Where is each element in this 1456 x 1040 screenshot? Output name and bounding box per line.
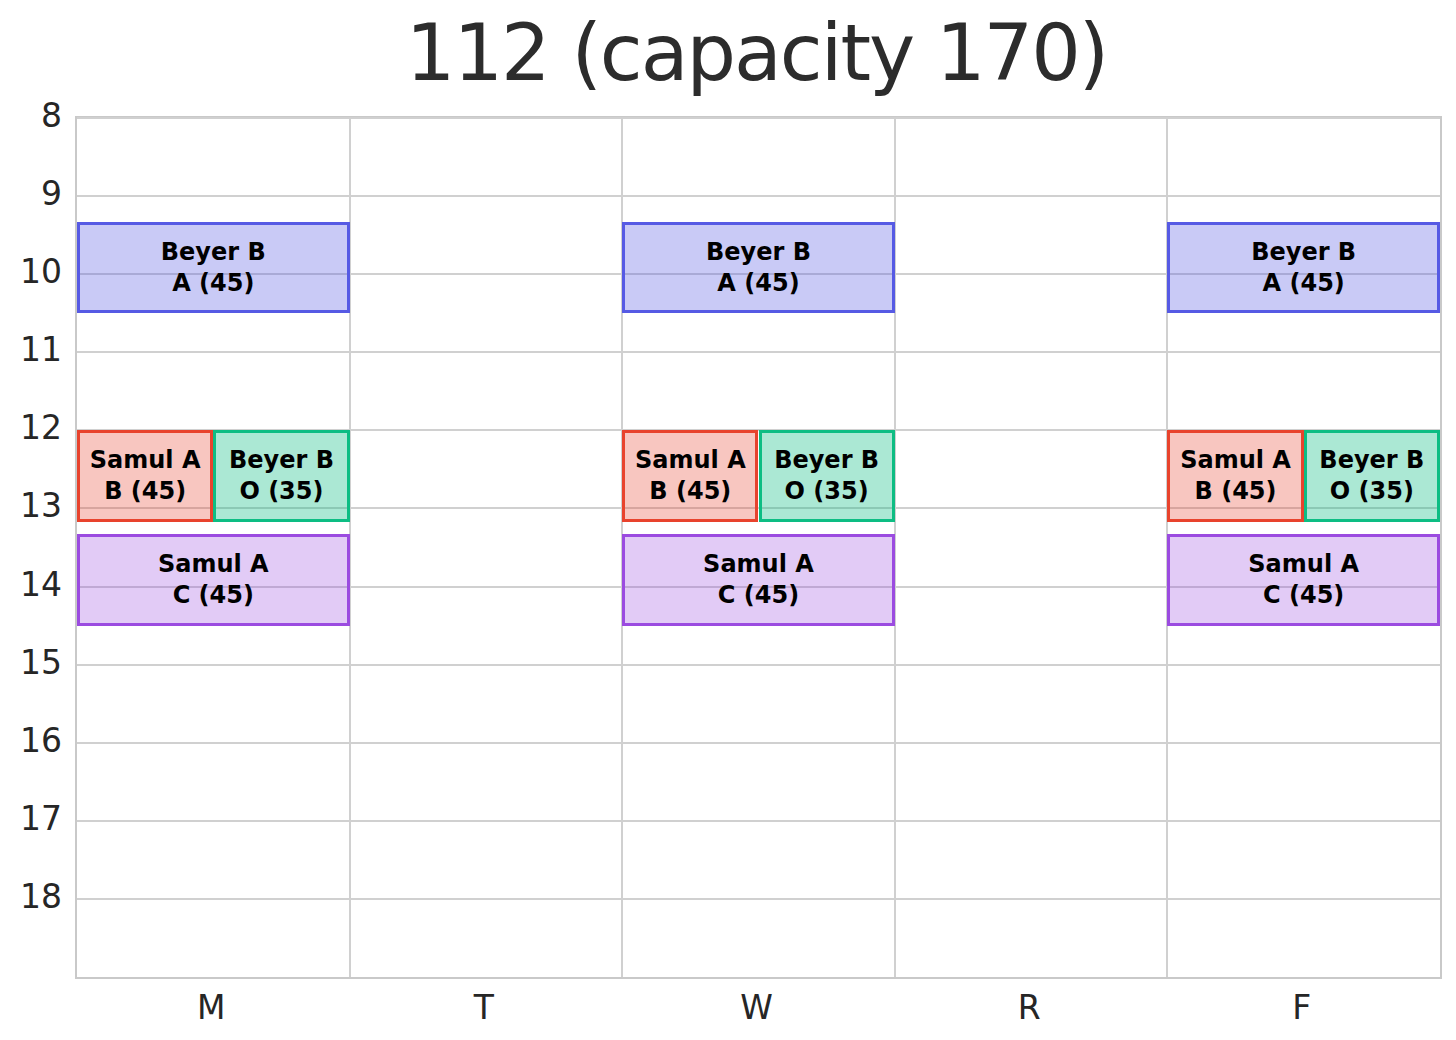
h-gridline-17	[77, 820, 1440, 822]
event-samul-a-b-M: Samul AB (45)	[77, 430, 213, 521]
event-label-line2: O (35)	[1330, 476, 1414, 507]
event-label-line2: C (45)	[1263, 580, 1344, 611]
x-tick-F: F	[1202, 991, 1402, 1024]
y-tick-13: 13	[0, 489, 62, 522]
event-label-line2: C (45)	[173, 580, 254, 611]
y-tick-12: 12	[0, 411, 62, 444]
plot-area: Beyer BA (45)Beyer BA (45)Beyer BA (45)S…	[75, 116, 1442, 979]
event-beyer-b-a-W: Beyer BA (45)	[622, 222, 895, 313]
chart-title: 112 (capacity 170)	[75, 0, 1438, 106]
y-tick-9: 9	[0, 177, 62, 210]
event-label-line1: Beyer B	[1251, 237, 1356, 268]
event-beyer-b-a-M: Beyer BA (45)	[77, 222, 350, 313]
event-beyer-b-o-M: Beyer BO (35)	[213, 430, 349, 521]
event-label-line1: Samul A	[1180, 445, 1291, 476]
event-label-line1: Samul A	[1248, 549, 1359, 580]
event-label-line2: A (45)	[172, 268, 254, 299]
y-tick-10: 10	[0, 255, 62, 288]
schedule-chart: 112 (capacity 170) Beyer BA (45)Beyer BA…	[0, 0, 1456, 1040]
event-label-line1: Beyer B	[706, 237, 811, 268]
h-gridline-8	[77, 117, 1440, 119]
event-label-line1: Beyer B	[229, 445, 334, 476]
event-samul-a-c-W: Samul AC (45)	[622, 534, 895, 625]
event-label-line1: Beyer B	[1319, 445, 1424, 476]
y-tick-17: 17	[0, 802, 62, 835]
h-gridline-16	[77, 742, 1440, 744]
event-samul-a-b-W: Samul AB (45)	[622, 430, 758, 521]
event-label-line1: Beyer B	[774, 445, 879, 476]
h-gridline-9	[77, 195, 1440, 197]
x-tick-W: W	[657, 991, 857, 1024]
x-tick-R: R	[929, 991, 1129, 1024]
x-tick-M: M	[111, 991, 311, 1024]
event-beyer-b-o-F: Beyer BO (35)	[1304, 430, 1440, 521]
y-tick-14: 14	[0, 568, 62, 601]
y-tick-16: 16	[0, 724, 62, 757]
event-samul-a-c-M: Samul AC (45)	[77, 534, 350, 625]
y-tick-11: 11	[0, 333, 62, 366]
event-label-line2: B (45)	[649, 476, 731, 507]
event-label-line2: B (45)	[104, 476, 186, 507]
event-label-line2: O (35)	[239, 476, 323, 507]
y-tick-15: 15	[0, 646, 62, 679]
h-gridline-15	[77, 664, 1440, 666]
h-gridline-18	[77, 898, 1440, 900]
y-tick-18: 18	[0, 880, 62, 913]
event-samul-a-b-F: Samul AB (45)	[1167, 430, 1303, 521]
event-label-line2: O (35)	[785, 476, 869, 507]
event-label-line1: Samul A	[90, 445, 201, 476]
event-label-line2: A (45)	[717, 268, 799, 299]
event-label-line2: A (45)	[1263, 268, 1345, 299]
event-label-line1: Beyer B	[161, 237, 266, 268]
x-tick-T: T	[384, 991, 584, 1024]
event-label-line2: C (45)	[718, 580, 799, 611]
h-gridline-11	[77, 351, 1440, 353]
event-label-line1: Samul A	[635, 445, 746, 476]
event-beyer-b-a-F: Beyer BA (45)	[1167, 222, 1440, 313]
event-label-line2: B (45)	[1195, 476, 1277, 507]
y-tick-8: 8	[0, 99, 62, 132]
event-label-line1: Samul A	[703, 549, 814, 580]
event-samul-a-c-F: Samul AC (45)	[1167, 534, 1440, 625]
event-beyer-b-o-W: Beyer BO (35)	[759, 430, 895, 521]
event-label-line1: Samul A	[158, 549, 269, 580]
